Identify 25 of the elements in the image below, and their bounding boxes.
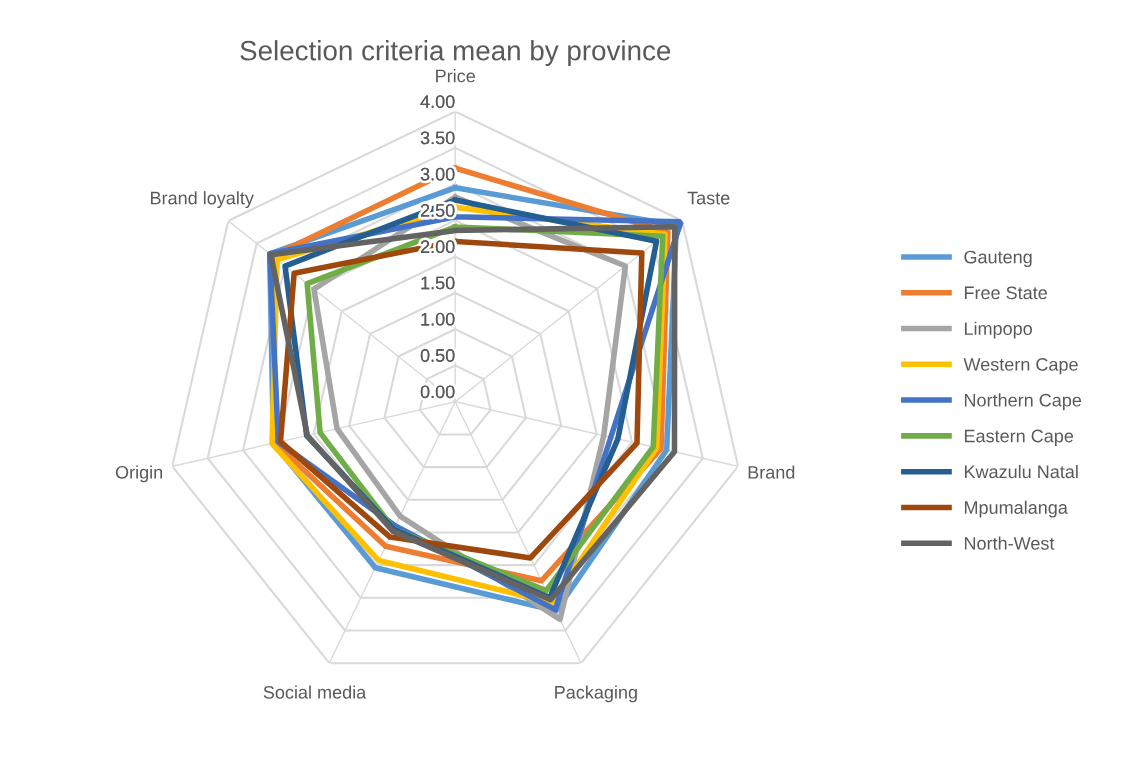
- spoke-label: Origin: [115, 465, 163, 483]
- legend-label: Eastern Cape: [964, 429, 1074, 446]
- legend-label: Northern Cape: [964, 393, 1082, 411]
- legend-label: Mpumalanga: [964, 500, 1068, 518]
- legend-label: Limpopo: [964, 321, 1032, 339]
- legend-label: Western Cape: [963, 358, 1078, 375]
- y-tick-label: 3.50: [420, 131, 455, 145]
- spoke-label: Brand: [748, 465, 795, 479]
- y-tick-label: 4.00: [420, 95, 455, 108]
- y-tick-label: 1.00: [421, 312, 455, 326]
- y-tick-label: 2.00: [420, 240, 455, 254]
- spoke-label: Taste: [687, 191, 730, 205]
- legend-label: North-West: [964, 536, 1055, 550]
- legend-label: Kwazulu Natal: [964, 464, 1078, 479]
- spoke-label: Social media: [263, 685, 367, 699]
- spoke-label: Price: [436, 69, 475, 83]
- y-tick-label: 0.00: [420, 385, 455, 399]
- y-tick-label: 2.50: [420, 204, 455, 217]
- chart-title: Selection criteria mean by province: [240, 40, 671, 67]
- legend-label: Free State: [964, 286, 1047, 300]
- y-tick-label: 1.50: [421, 276, 455, 290]
- spoke-label: Packaging: [555, 685, 637, 703]
- y-tick-label: 0.50: [420, 349, 455, 362]
- spoke-label: Brand loyalty: [151, 191, 254, 209]
- legend-label: Gauteng: [964, 250, 1032, 267]
